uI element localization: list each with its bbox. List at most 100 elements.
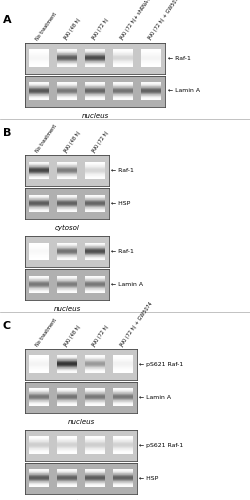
Text: JAKi (72 h): JAKi (72 h) — [91, 18, 110, 42]
Bar — [29, 397, 49, 398]
Bar — [57, 401, 77, 402]
Bar — [113, 356, 133, 357]
Bar — [29, 291, 49, 292]
Bar — [85, 476, 105, 477]
Bar — [141, 99, 161, 100]
Bar — [85, 202, 105, 203]
Bar — [57, 282, 77, 283]
Bar — [141, 94, 161, 95]
Bar — [85, 368, 105, 369]
Bar — [57, 176, 77, 177]
Bar — [113, 359, 133, 360]
Bar — [85, 394, 105, 396]
Bar — [29, 177, 49, 178]
Bar — [29, 170, 49, 171]
Text: nucleus: nucleus — [68, 418, 95, 424]
Bar — [141, 52, 161, 53]
Bar — [29, 83, 49, 84]
Bar — [85, 397, 105, 398]
Bar — [85, 278, 105, 279]
Bar — [57, 63, 77, 64]
Bar — [85, 96, 105, 98]
Bar — [85, 200, 105, 201]
Bar — [141, 95, 161, 96]
Bar — [57, 50, 77, 51]
Bar — [29, 243, 49, 244]
Bar — [29, 405, 49, 406]
Bar — [57, 54, 77, 55]
Text: nucleus: nucleus — [54, 306, 80, 312]
Bar — [29, 400, 49, 401]
Bar — [85, 472, 105, 473]
Bar — [29, 259, 49, 260]
Bar — [113, 59, 133, 60]
Bar — [57, 405, 77, 406]
Bar — [113, 357, 133, 358]
Bar — [85, 56, 105, 57]
Bar — [57, 470, 77, 471]
Bar — [29, 59, 49, 60]
Bar — [57, 478, 77, 479]
Bar — [113, 90, 133, 91]
Text: nucleus: nucleus — [82, 112, 108, 118]
Bar — [29, 163, 49, 164]
Bar — [29, 482, 49, 483]
Bar — [113, 389, 133, 390]
Bar — [85, 283, 105, 284]
Bar — [29, 288, 49, 289]
Bar — [85, 256, 105, 257]
Bar — [85, 210, 105, 211]
Text: JAKi (72 h) + GW5074: JAKi (72 h) + GW5074 — [147, 0, 182, 42]
Bar — [29, 87, 49, 88]
Bar — [29, 444, 49, 445]
Bar — [85, 205, 105, 206]
Bar — [85, 390, 105, 392]
Bar — [113, 52, 133, 53]
Bar — [57, 164, 77, 165]
Bar — [85, 446, 105, 448]
Bar — [57, 211, 77, 212]
Bar — [85, 84, 105, 86]
Bar — [29, 62, 49, 63]
Bar — [85, 195, 105, 196]
Bar — [29, 201, 49, 202]
Bar — [113, 363, 133, 364]
Bar — [57, 441, 77, 442]
Bar — [113, 392, 133, 393]
Bar — [29, 197, 49, 198]
Bar — [113, 366, 133, 367]
Bar — [85, 277, 105, 278]
Bar — [85, 164, 105, 165]
Bar — [113, 480, 133, 481]
Bar — [85, 448, 105, 449]
Bar — [85, 392, 105, 393]
Bar — [29, 168, 49, 169]
Bar — [57, 52, 77, 53]
Bar — [85, 389, 105, 390]
Bar — [85, 388, 105, 389]
Bar — [85, 363, 105, 364]
Bar — [57, 208, 77, 209]
Bar — [85, 475, 105, 476]
Bar — [85, 254, 105, 255]
Bar — [57, 484, 77, 485]
Bar — [29, 367, 49, 368]
Text: A: A — [2, 15, 11, 25]
Bar — [141, 61, 161, 62]
Bar — [57, 92, 77, 94]
Bar — [113, 371, 133, 372]
Bar — [85, 290, 105, 291]
Bar — [85, 358, 105, 359]
Bar — [113, 64, 133, 65]
Bar — [29, 446, 49, 448]
Bar — [29, 86, 49, 87]
Bar — [113, 96, 133, 98]
Bar — [85, 168, 105, 169]
Bar — [85, 98, 105, 99]
Bar — [57, 94, 77, 95]
Bar — [57, 98, 77, 99]
Bar — [85, 243, 105, 244]
Bar — [85, 400, 105, 401]
Bar — [57, 276, 77, 277]
Bar — [57, 482, 77, 483]
